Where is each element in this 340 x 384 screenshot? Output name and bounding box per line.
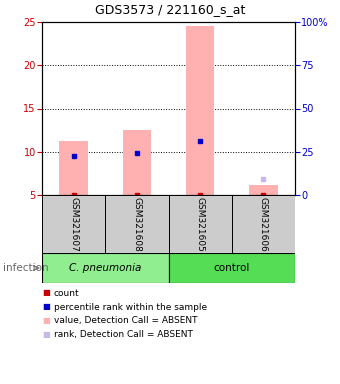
Bar — [169, 195, 232, 253]
Bar — [169, 253, 295, 283]
Text: GSM321607: GSM321607 — [69, 197, 78, 252]
Text: GSM321608: GSM321608 — [132, 197, 141, 252]
Bar — [123, 130, 151, 195]
Text: ■: ■ — [42, 316, 50, 326]
Text: ■: ■ — [42, 331, 50, 339]
Text: rank, Detection Call = ABSENT: rank, Detection Call = ABSENT — [54, 331, 193, 339]
Text: infection: infection — [3, 263, 49, 273]
Text: GDS3573 / 221160_s_at: GDS3573 / 221160_s_at — [95, 3, 245, 16]
Bar — [105, 195, 169, 253]
Bar — [59, 141, 88, 195]
Text: GSM321605: GSM321605 — [195, 197, 205, 252]
Text: control: control — [214, 263, 250, 273]
Text: percentile rank within the sample: percentile rank within the sample — [54, 303, 207, 311]
Text: value, Detection Call = ABSENT: value, Detection Call = ABSENT — [54, 316, 198, 326]
Bar — [42, 195, 105, 253]
Bar — [232, 195, 295, 253]
Text: C. pneumonia: C. pneumonia — [69, 263, 141, 273]
Bar — [186, 26, 214, 195]
Text: count: count — [54, 288, 80, 298]
Text: GSM321606: GSM321606 — [259, 197, 268, 252]
Text: ■: ■ — [42, 288, 50, 298]
Bar — [42, 253, 169, 283]
Bar — [249, 185, 277, 195]
Text: ■: ■ — [42, 303, 50, 311]
